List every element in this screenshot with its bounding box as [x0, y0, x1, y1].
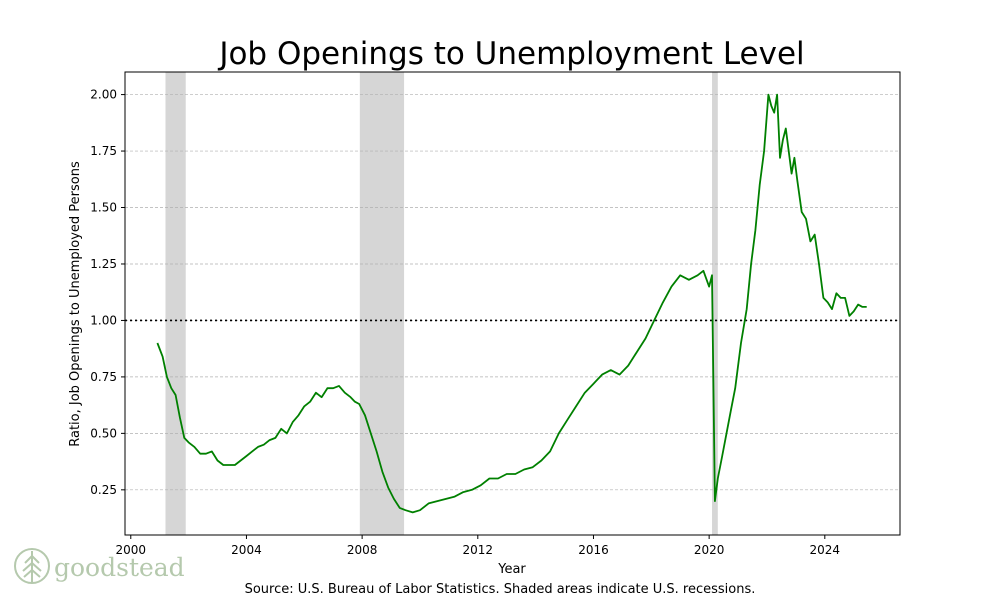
y-tick-label: 1.75 [90, 144, 117, 158]
y-tick-label: 0.75 [90, 370, 117, 384]
x-axis: 2000 2004 2008 2012 2016 2020 2024 [116, 535, 841, 557]
y-tick-label: 1.00 [90, 313, 117, 327]
chart-title: Job Openings to Unemployment Level [217, 36, 804, 72]
series-line-0 [156, 93, 867, 514]
series-layer [156, 93, 867, 514]
y-axis: 0.25 0.50 0.75 1.00 1.25 1.50 1.75 2.00 [90, 88, 125, 497]
recession-band-2 [712, 72, 718, 535]
source-note: Source: U.S. Bureau of Labor Statistics.… [245, 582, 756, 597]
x-tick-label: 2016 [578, 543, 609, 557]
logo-text: goodstead [54, 553, 185, 582]
plot-frame [124, 71, 901, 536]
x-tick-label: 2024 [810, 543, 841, 557]
recession-shading [165, 72, 718, 535]
x-axis-title: Year [497, 562, 526, 577]
y-tick-label: 1.25 [90, 257, 117, 271]
y-tick-label: 1.50 [90, 201, 117, 215]
recession-band-0 [165, 72, 186, 535]
recession-band-1 [359, 72, 405, 535]
gridlines [125, 94, 900, 491]
x-tick-label: 2008 [347, 543, 378, 557]
x-tick-label: 2012 [463, 543, 494, 557]
y-axis-title: Ratio, Job Openings to Unemployed Person… [68, 161, 83, 447]
y-tick-label: 2.00 [90, 88, 117, 102]
x-tick-label: 2020 [694, 543, 725, 557]
x-tick-label: 2004 [231, 543, 262, 557]
tree-icon [14, 548, 50, 584]
goodstead-logo: goodstead [14, 548, 185, 584]
y-tick-label: 0.25 [90, 483, 117, 497]
x-tick-label: 2000 [116, 543, 147, 557]
y-tick-label: 0.50 [90, 426, 117, 440]
